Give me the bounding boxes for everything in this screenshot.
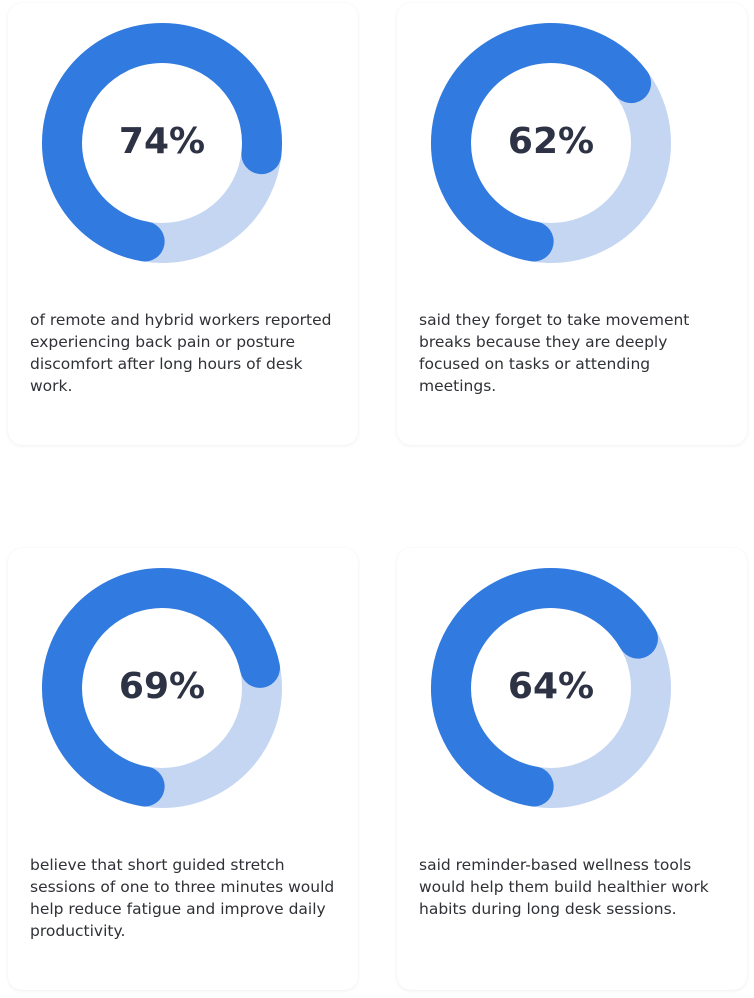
donut-arc xyxy=(431,23,652,262)
donut-arc xyxy=(42,568,280,807)
stat-description: said they forget to take movement breaks… xyxy=(419,311,690,395)
percent-label: 64% xyxy=(508,666,594,707)
donut-chart: 62% xyxy=(431,23,671,263)
donut-chart: 69% xyxy=(42,568,282,808)
percent-label: 62% xyxy=(508,121,594,162)
percent-label: 74% xyxy=(119,121,205,162)
stat-card: 64% said reminder-based wellness tools wo… xyxy=(397,548,747,990)
stat-card: 69% believe that short guided stretch ses… xyxy=(8,548,358,990)
donut-arc xyxy=(42,23,282,262)
stat-card: 62% said they forget to take movement bre… xyxy=(397,3,747,445)
percent-label: 69% xyxy=(119,666,205,707)
stat-description: said reminder-based wellness tools would… xyxy=(419,856,709,918)
donut-chart: 74% xyxy=(42,23,282,263)
stat-card: 74% of remote and hybrid workers reported… xyxy=(8,3,358,445)
stat-description: believe that short guided stretch sessio… xyxy=(30,856,335,940)
donut-arc xyxy=(431,568,658,807)
stat-description: of remote and hybrid workers reported ex… xyxy=(30,311,332,395)
donut-chart: 64% xyxy=(431,568,671,808)
